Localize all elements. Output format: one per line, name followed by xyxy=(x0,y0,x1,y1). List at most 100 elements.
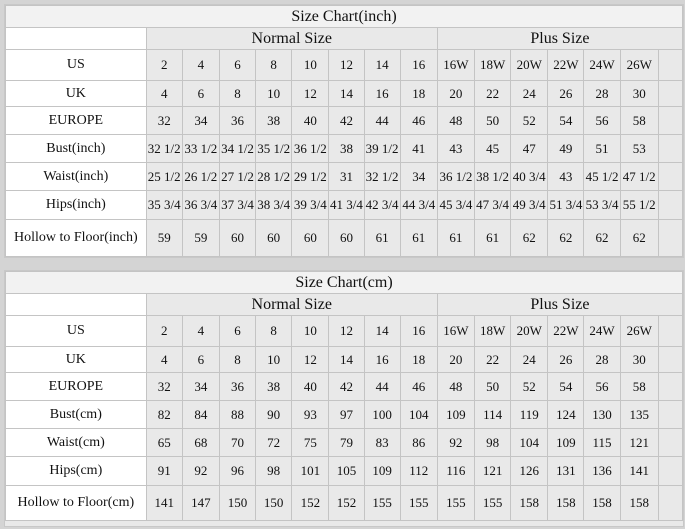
group-header-row: Normal Size Plus Size xyxy=(5,27,684,50)
size-cell: 40 3/4 xyxy=(510,162,549,191)
size-cell: 27 1/2 xyxy=(218,162,257,191)
row-label: Waist(cm) xyxy=(5,428,147,457)
size-cell: 46 xyxy=(399,372,438,401)
size-cell: 18W xyxy=(473,49,512,81)
size-cell: 135 xyxy=(619,400,659,429)
size-cell: 68 xyxy=(181,428,220,457)
size-cell: 51 3/4 xyxy=(547,190,585,220)
size-cell: 52 xyxy=(510,106,549,135)
size-cell: 28 1/2 xyxy=(255,162,293,191)
size-cell: 34 xyxy=(399,162,438,191)
size-cell: 18 xyxy=(399,346,438,373)
size-cell: 124 xyxy=(547,400,585,429)
size-cell: 8 xyxy=(218,80,257,107)
size-cell: 158 xyxy=(547,485,585,521)
size-cell: 26W xyxy=(619,315,659,347)
size-cell: 6 xyxy=(181,80,220,107)
size-cell: 155 xyxy=(399,485,438,521)
size-cell: 54 xyxy=(547,372,585,401)
table-row: US 2 4 6 8 10 12 14 16 16W 18W 20W 22W 24W 26W xyxy=(5,315,684,347)
size-cell: 35 1/2 xyxy=(255,134,293,163)
row-label: Hollow to Floor(inch) xyxy=(5,219,147,257)
row-label: Hips(inch) xyxy=(5,190,147,220)
size-cell: 44 3/4 xyxy=(399,190,438,220)
size-cell: 18W xyxy=(473,315,512,347)
empty-cell xyxy=(657,372,684,401)
size-cell: 90 xyxy=(255,400,293,429)
size-cell: 56 xyxy=(583,106,621,135)
size-cell: 121 xyxy=(619,428,659,457)
size-cell: 62 xyxy=(547,219,585,257)
size-cell: 30 xyxy=(619,80,659,107)
size-cell: 40 xyxy=(291,106,330,135)
size-cell: 10 xyxy=(291,315,330,347)
size-cell: 41 3/4 xyxy=(328,190,365,220)
size-cell: 53 xyxy=(619,134,659,163)
size-cell: 8 xyxy=(255,315,293,347)
size-cell: 25 1/2 xyxy=(145,162,183,191)
group-normal-size: Normal Size xyxy=(145,27,438,50)
size-cell: 51 xyxy=(583,134,621,163)
size-cell: 82 xyxy=(145,400,183,429)
group-normal-size: Normal Size xyxy=(145,293,438,316)
size-cell: 53 3/4 xyxy=(583,190,621,220)
size-cell: 104 xyxy=(399,400,438,429)
size-cell: 48 xyxy=(436,372,476,401)
size-cell: 150 xyxy=(218,485,257,521)
row-label: UK xyxy=(5,346,147,373)
size-cell: 96 xyxy=(218,456,257,486)
size-cell: 136 xyxy=(583,456,621,486)
size-cell: 18 xyxy=(399,80,438,107)
table-row: Bust(inch) 32 1/2 33 1/2 34 1/2 35 1/2 36 1/2… xyxy=(5,134,684,163)
empty-cell xyxy=(657,190,684,220)
size-cell: 34 xyxy=(181,106,220,135)
size-cell: 47 xyxy=(510,134,549,163)
size-cell: 49 xyxy=(547,134,585,163)
size-cell: 44 xyxy=(363,106,401,135)
size-cell: 36 1/2 xyxy=(436,162,476,191)
size-cell: 10 xyxy=(291,49,330,81)
size-cell: 24W xyxy=(583,49,621,81)
size-cell: 147 xyxy=(181,485,220,521)
empty-cell xyxy=(657,485,684,521)
size-cell: 4 xyxy=(145,80,183,107)
size-cell: 97 xyxy=(328,400,365,429)
size-cell: 50 xyxy=(473,372,512,401)
size-cell: 39 1/2 xyxy=(363,134,401,163)
size-cell: 70 xyxy=(218,428,257,457)
empty-cell xyxy=(657,456,684,486)
size-cell: 62 xyxy=(583,219,621,257)
size-cell: 6 xyxy=(181,346,220,373)
row-label: Bust(inch) xyxy=(5,134,147,163)
size-cell: 39 3/4 xyxy=(291,190,330,220)
size-cell: 14 xyxy=(328,346,365,373)
size-cell: 43 xyxy=(436,134,476,163)
size-cell: 109 xyxy=(547,428,585,457)
empty-cell xyxy=(657,428,684,457)
size-chart-cm: Size Chart(cm) Normal Size Plus Size US 2 4 6 8… xyxy=(4,270,684,527)
row-label: US xyxy=(5,315,147,347)
size-cell: 22W xyxy=(547,49,585,81)
size-cell: 60 xyxy=(291,219,330,257)
size-cell: 58 xyxy=(619,106,659,135)
group-header-row: Normal Size Plus Size xyxy=(5,293,684,316)
size-cell: 16W xyxy=(436,315,476,347)
size-cell: 50 xyxy=(473,106,512,135)
size-cell: 38 xyxy=(255,372,293,401)
size-cell: 6 xyxy=(218,49,257,81)
size-cell: 158 xyxy=(619,485,659,521)
size-cell: 126 xyxy=(510,456,549,486)
table-row: Hips(inch) 35 3/4 36 3/4 37 3/4 38 3/4 39 3/4… xyxy=(5,190,684,220)
size-cell: 8 xyxy=(218,346,257,373)
size-cell: 158 xyxy=(510,485,549,521)
size-cell: 114 xyxy=(473,400,512,429)
size-cell: 72 xyxy=(255,428,293,457)
size-cell: 16 xyxy=(363,346,401,373)
empty-cell xyxy=(657,134,684,163)
size-cell: 158 xyxy=(583,485,621,521)
size-cell: 41 xyxy=(399,134,438,163)
size-cell: 48 xyxy=(436,106,476,135)
size-cell: 26 xyxy=(547,80,585,107)
row-label: Waist(inch) xyxy=(5,162,147,191)
empty-cell xyxy=(657,106,684,135)
